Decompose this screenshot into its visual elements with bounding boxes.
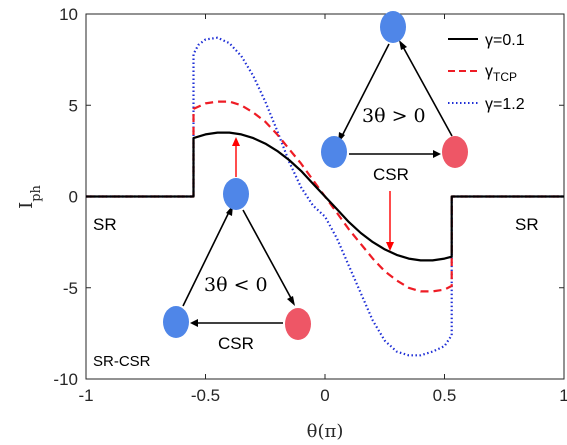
legend: γ=0.1 γTCP γ=1.2 (448, 32, 525, 113)
legend-item-gamma-1-2: γ=1.2 (448, 96, 525, 113)
y-axis-label-sub: ph (29, 184, 44, 201)
x-tick-label: -1 (78, 386, 93, 405)
x-axis-label: θ(π) (307, 421, 344, 442)
x-tick-label: 1 (559, 386, 567, 405)
x-tick-label: 0 (320, 386, 329, 405)
lower-left-node (163, 306, 189, 338)
lower-arrow-left-to-top (182, 209, 231, 307)
upper-triangle-diagram: 3θ > 0 CSR (321, 11, 468, 184)
y-tick-label: -10 (53, 370, 78, 389)
lower-arrow-top-to-right-head (287, 296, 295, 306)
upper-top-node (380, 11, 406, 43)
x-tick-label: -0.5 (191, 386, 220, 405)
sr-csr-label: SR-CSR (93, 353, 151, 370)
y-tick-label: 0 (69, 188, 78, 207)
upper-csr-label: CSR (373, 165, 409, 184)
upper-arrow-right-to-top (401, 44, 453, 137)
legend-item-gamma-tcp: γTCP (448, 63, 517, 84)
lower-top-node (223, 178, 249, 210)
legend-label-gamma-tcp-sub: TCP (493, 70, 517, 84)
upper-left-node (321, 136, 347, 168)
y-tick-label: 10 (59, 5, 78, 24)
series-line-0 (86, 131, 564, 262)
pointer-arrow-up-head (232, 137, 240, 146)
y-axis: -10 -5 0 5 10 (53, 5, 564, 389)
lower-arrow-right-to-left-head (190, 319, 198, 327)
sr-left-label: SR (93, 215, 117, 234)
series-group (86, 36, 564, 357)
upper-theta-label: 3θ > 0 (362, 105, 426, 127)
y-axis-label-main: I (16, 202, 37, 209)
lower-arrow-top-to-right (242, 209, 293, 301)
pointer-arrows (232, 137, 394, 251)
legend-label-gamma-tcp: γTCP (485, 63, 517, 84)
legend-label-gamma-tcp-main: γ (485, 63, 493, 80)
upper-arrow-left-to-right-head (433, 150, 441, 158)
y-tick-label: -5 (63, 279, 78, 298)
lower-theta-label: 3θ < 0 (204, 274, 268, 296)
y-axis-label: Iph (16, 184, 44, 208)
x-tick-label: 0.5 (433, 386, 457, 405)
upper-arrow-top-to-left (340, 43, 390, 139)
upper-arrow-right-to-top-head (399, 40, 407, 50)
sr-right-label: SR (515, 215, 539, 234)
lower-right-node (285, 308, 311, 340)
lower-csr-label: CSR (218, 334, 254, 353)
x-axis: -1 -0.5 0 0.5 1 (78, 14, 567, 405)
pointer-arrow-down-head (386, 242, 394, 251)
upper-right-node (442, 136, 468, 168)
lower-triangle-diagram: 3θ < 0 CSR (163, 178, 311, 353)
legend-label-gamma-1-2: γ=1.2 (485, 96, 525, 113)
legend-label-gamma-0-1: γ=0.1 (485, 32, 525, 49)
y-tick-label: 5 (69, 96, 78, 115)
legend-item-gamma-0-1: γ=0.1 (448, 32, 525, 49)
